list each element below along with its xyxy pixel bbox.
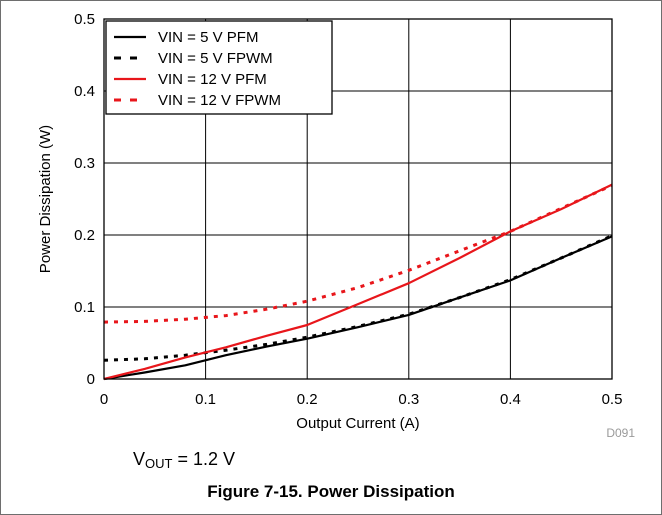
- y-tick-label: 0.1: [74, 299, 95, 316]
- x-tick-label: 0.1: [195, 391, 216, 408]
- tick-labels: 0 0.1 0.2 0.3 0.4 0.5 0 0.1 0.2 0.3 0.4 0.5: [74, 11, 622, 408]
- legend-label: VIN = 12 V PFM: [158, 71, 267, 88]
- series-line-2: [103, 234, 613, 362]
- vout-symbol: V: [133, 449, 146, 469]
- vout-value: = 1.2 V: [172, 449, 236, 469]
- x-tick-label: 0: [100, 391, 108, 408]
- y-tick-label: 0: [87, 371, 95, 388]
- vout-subscript: OUT: [145, 456, 173, 471]
- x-axis-label: Output Current (A): [296, 415, 419, 432]
- x-tick-label: 0.4: [500, 391, 521, 408]
- legend-label: VIN = 5 V PFM: [158, 29, 258, 46]
- chart-series: [103, 183, 613, 381]
- series-line-3: [103, 183, 613, 381]
- legend-label: VIN = 5 V FPWM: [158, 50, 273, 67]
- x-tick-label: 0.3: [398, 391, 419, 408]
- y-tick-label: 0.4: [74, 83, 95, 100]
- plot-border: [103, 18, 613, 380]
- series-line-4: [103, 183, 613, 324]
- legend-label: VIN = 12 V FPWM: [158, 92, 281, 109]
- x-tick-label: 0.5: [602, 391, 623, 408]
- x-tick-label: 0.2: [297, 391, 318, 408]
- chart-legend: VIN = 5 V PFM VIN = 5 V FPWM VIN = 12 V PF…: [105, 20, 333, 115]
- series-line-1: [103, 235, 613, 381]
- y-tick-label: 0.3: [74, 155, 95, 172]
- y-tick-label: 0.5: [74, 11, 95, 28]
- figure-caption: Figure 7-15. Power Dissipation: [207, 482, 455, 501]
- figure-code: D091: [606, 426, 635, 440]
- y-tick-label: 0.2: [74, 227, 95, 244]
- vout-note: VOUT = 1.2 V: [133, 449, 235, 471]
- y-axis-label: Power Dissipation (W): [37, 125, 54, 273]
